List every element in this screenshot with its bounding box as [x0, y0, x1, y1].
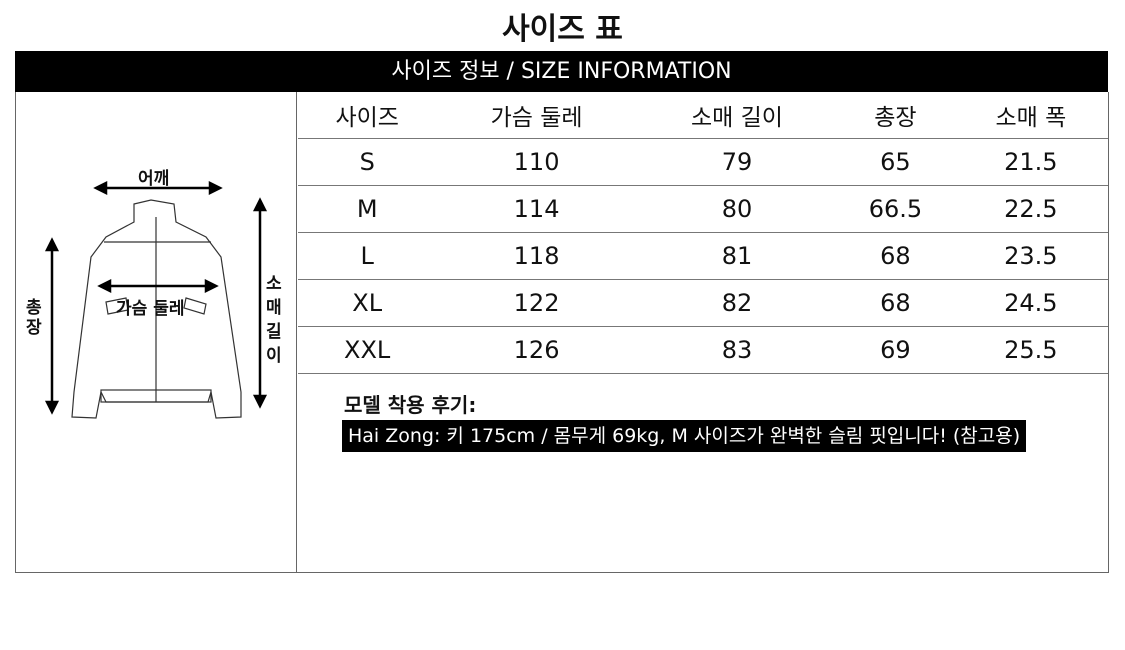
table-row: L 118 81 68 23.5 — [298, 232, 1108, 280]
cell: XL — [298, 279, 437, 327]
table-row: XL 122 82 68 24.5 — [298, 279, 1108, 327]
col-header: 소매 폭 — [953, 92, 1108, 139]
cell: 21.5 — [953, 138, 1108, 186]
cell: 79 — [636, 138, 838, 186]
cell: 69 — [837, 326, 954, 374]
cell: L — [298, 232, 437, 280]
cell: 66.5 — [837, 185, 954, 233]
cell: 83 — [636, 326, 838, 374]
col-header: 소매 길이 — [636, 92, 838, 139]
cell: S — [298, 138, 437, 186]
label-shoulder: 어깨 — [138, 169, 170, 189]
cell: 122 — [436, 279, 637, 327]
review-heading: 모델 착용 후기: — [344, 393, 477, 417]
page-title: 사이즈 표 — [502, 12, 623, 47]
table-row: S 110 79 65 21.5 — [298, 138, 1108, 186]
label-length: 총장 — [26, 298, 42, 338]
cell: M — [298, 185, 437, 233]
review-text: Hai Zong: 키 175cm / 몸무게 69kg, M 사이즈가 완벽한… — [342, 420, 1027, 452]
col-header: 사이즈 — [298, 92, 437, 139]
cell: 68 — [837, 279, 954, 327]
cell: XXL — [298, 326, 437, 374]
jacket-drawing-icon — [44, 180, 268, 419]
cell: 25.5 — [953, 326, 1108, 374]
cell: 126 — [436, 326, 637, 374]
size-chart-box: 어깨 가슴 둘레 총장 소매 길이 사이즈 가슴 둘레 소매 길이 총장 소매 … — [15, 92, 1109, 573]
section-header: 사이즈 정보 / SIZE INFORMATION — [15, 51, 1108, 92]
cell: 65 — [837, 138, 954, 186]
cell: 23.5 — [953, 232, 1108, 280]
cell: 68 — [837, 232, 954, 280]
label-sleeve: 소매 길이 — [266, 274, 282, 366]
cell: 24.5 — [953, 279, 1108, 327]
table-header-row: 사이즈 가슴 둘레 소매 길이 총장 소매 폭 — [298, 92, 1108, 139]
label-chest: 가슴 둘레 — [116, 299, 185, 319]
size-table: 사이즈 가슴 둘레 소매 길이 총장 소매 폭 S 110 79 65 21.5 M 11… — [298, 92, 1108, 374]
col-header: 가슴 둘레 — [436, 92, 637, 139]
jacket-diagram: 어깨 가슴 둘레 총장 소매 길이 — [16, 92, 297, 572]
cell: 114 — [436, 185, 637, 233]
cell: 22.5 — [953, 185, 1108, 233]
table-row: M 114 80 66.5 22.5 — [298, 185, 1108, 233]
col-header: 총장 — [837, 92, 954, 139]
cell: 81 — [636, 232, 838, 280]
table-row: XXL 126 83 69 25.5 — [298, 326, 1108, 374]
cell: 118 — [436, 232, 637, 280]
cell: 110 — [436, 138, 637, 186]
cell: 82 — [636, 279, 838, 327]
cell: 80 — [636, 185, 838, 233]
